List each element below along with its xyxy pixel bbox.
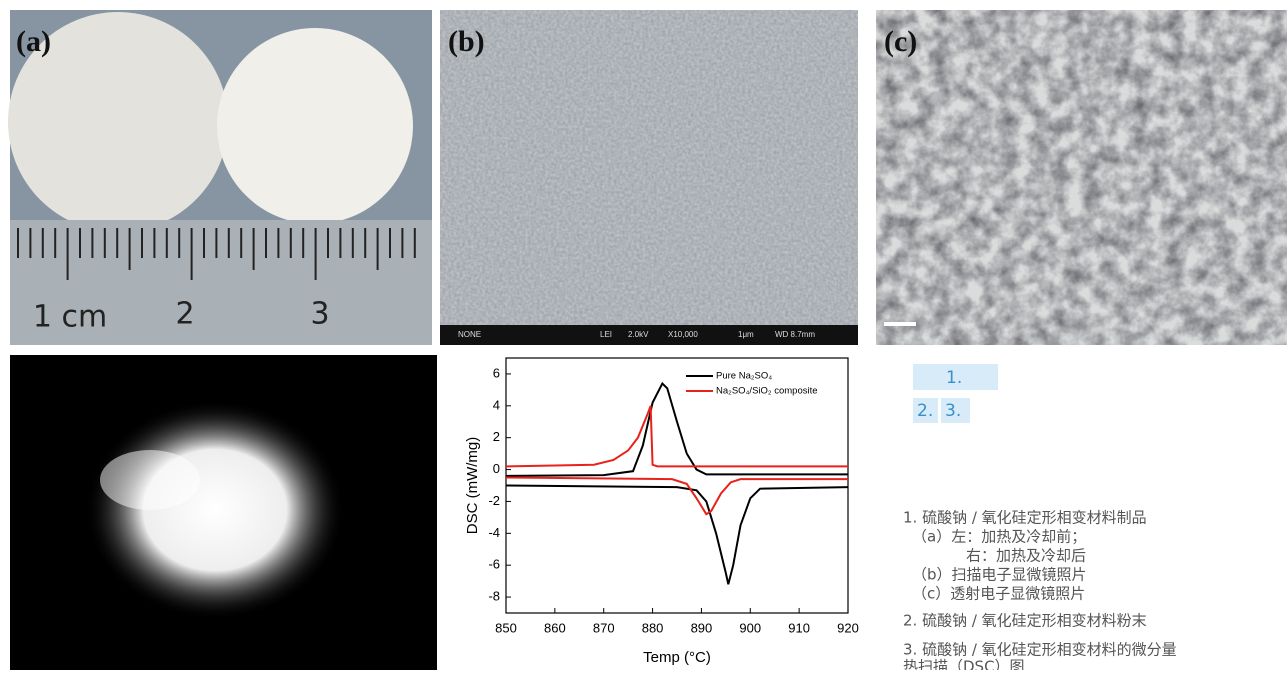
- tab-label: 3.: [945, 401, 961, 421]
- x-tick-label: 850: [495, 620, 517, 635]
- sem-info: WD 8.7mm: [775, 330, 815, 339]
- sem-texture: [440, 10, 858, 345]
- x-tick-label: 890: [691, 620, 713, 635]
- caption-line: （a）左：加热及冷却前；: [912, 528, 1086, 546]
- caption-line: 2. 硫酸钠 / 氧化硅定形相变材料粉末: [903, 612, 1147, 630]
- x-tick-label: 900: [739, 620, 761, 635]
- x-tick-label: 860: [544, 620, 566, 635]
- caption-line: （b）扫描电子显微镜照片: [912, 566, 1087, 584]
- sem-info: LEI: [600, 330, 612, 339]
- y-axis-label: DSC (mW/mg): [464, 437, 481, 535]
- powder: [100, 450, 200, 510]
- tab-label: 2.: [917, 401, 933, 421]
- panel-label: (a): [16, 25, 51, 58]
- legend-label: Pure Na₂SO₄: [716, 371, 772, 382]
- ruler-label: 2: [175, 297, 194, 332]
- tem-texture: [876, 10, 1287, 345]
- panel-label: (b): [448, 25, 485, 58]
- y-tick-label: 6: [493, 365, 500, 380]
- series-line: [506, 384, 848, 585]
- y-tick-label: -4: [488, 525, 500, 540]
- caption-line: 热扫描（DSC）图: [903, 658, 1025, 671]
- ruler-label: 1 cm: [33, 300, 107, 335]
- sem-info: 1μm: [738, 330, 754, 339]
- figure: (a) 1 cm 2 3 NONE LEI 2.0kV X10,000 1μm WD 8.…: [0, 0, 1287, 670]
- sem-info: NONE: [458, 330, 481, 339]
- caption-line: （c）透射电子显微镜照片: [912, 585, 1085, 603]
- y-tick-label: 0: [493, 461, 500, 476]
- ruler-label: 3: [310, 297, 329, 332]
- y-tick-label: -6: [488, 557, 500, 572]
- x-tick-label: 870: [593, 620, 615, 635]
- panel-label: (c): [884, 25, 917, 58]
- x-axis-label: Temp (°C): [643, 649, 711, 666]
- tab-label: 1.: [946, 368, 962, 388]
- dsc-chart: 850 860 870 880 890 900 910 920 -8 -6 -4 -2 0 2 4 6 Temp…: [464, 358, 859, 666]
- caption-line: 1. 硫酸钠 / 氧化硅定形相变材料制品: [903, 509, 1147, 527]
- caption-line: 3. 硫酸钠 / 氧化硅定形相变材料的微分量: [903, 641, 1177, 659]
- x-tick-label: 910: [788, 620, 810, 635]
- y-tick-label: -8: [488, 589, 500, 604]
- caption-line: 右：加热及冷却后: [966, 547, 1086, 565]
- y-tick-label: 4: [493, 397, 500, 412]
- sem-info: X10,000: [668, 330, 698, 339]
- y-tick-label: -2: [488, 493, 500, 508]
- page: (a) 1 cm 2 3 NONE LEI 2.0kV X10,000 1μm WD 8.…: [0, 0, 1287, 670]
- powder: [85, 400, 345, 620]
- y-tick-label: 2: [493, 429, 500, 444]
- sem-info: 2.0kV: [628, 330, 649, 339]
- x-tick-label: 920: [837, 620, 859, 635]
- legend-label: Na₂SO₄/SiO₂ composite: [716, 386, 818, 397]
- x-tick-label: 880: [642, 620, 664, 635]
- scale-bar: [884, 322, 916, 326]
- disc: [217, 28, 413, 224]
